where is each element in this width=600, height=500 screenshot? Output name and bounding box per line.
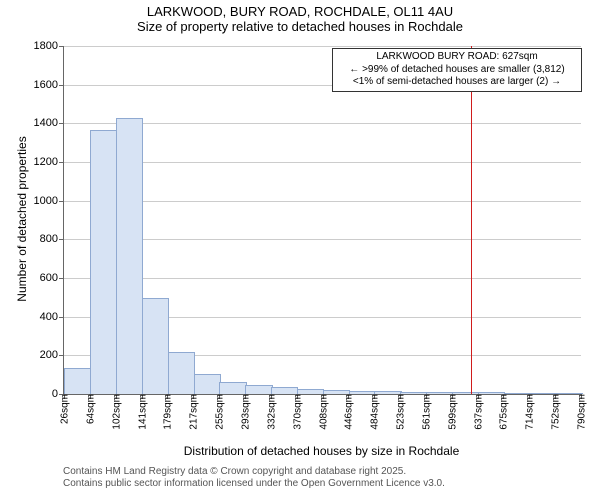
- x-tick-label: 675sqm: [497, 394, 510, 430]
- histogram-bar: [194, 374, 221, 394]
- reference-line: [471, 46, 472, 394]
- annotation-box: LARKWOOD BURY ROAD: 627sqm ← >99% of det…: [332, 48, 582, 92]
- histogram-bar: [271, 387, 298, 394]
- x-tick-label: 408sqm: [316, 394, 329, 430]
- x-tick-label: 790sqm: [575, 394, 588, 430]
- x-tick-label: 446sqm: [342, 394, 355, 430]
- footer-line: Contains HM Land Registry data © Crown c…: [63, 466, 445, 478]
- histogram-bar: [142, 298, 169, 394]
- y-tick-label: 1000: [34, 195, 64, 207]
- x-tick-label: 714sqm: [523, 394, 536, 430]
- x-tick-label: 523sqm: [394, 394, 407, 430]
- x-tick-label: 141sqm: [135, 394, 148, 430]
- chart-container: LARKWOOD, BURY ROAD, ROCHDALE, OL11 4AU …: [0, 0, 600, 500]
- y-tick-label: 600: [40, 272, 64, 284]
- annotation-line: LARKWOOD BURY ROAD: 627sqm: [337, 51, 577, 64]
- histogram-bar: [116, 118, 143, 394]
- x-tick-label: 293sqm: [238, 394, 251, 430]
- x-tick-label: 484sqm: [368, 394, 381, 430]
- grid-line: [64, 46, 581, 47]
- histogram-bar: [168, 352, 195, 394]
- x-tick-label: 64sqm: [83, 394, 96, 424]
- x-tick-label: 217sqm: [187, 394, 200, 430]
- x-tick-label: 255sqm: [213, 394, 226, 430]
- y-tick-label: 1400: [34, 117, 64, 129]
- annotation-line: ← >99% of detached houses are smaller (3…: [337, 64, 577, 77]
- histogram-bar: [245, 385, 272, 394]
- y-tick-label: 200: [40, 349, 64, 361]
- x-tick-label: 332sqm: [264, 394, 277, 430]
- x-tick-label: 102sqm: [109, 394, 122, 430]
- footer-line: Contains public sector information licen…: [63, 478, 445, 490]
- footer-attribution: Contains HM Land Registry data © Crown c…: [63, 466, 445, 490]
- y-tick-label: 400: [40, 311, 64, 323]
- y-axis-label: Number of detached properties: [15, 129, 29, 309]
- annotation-line: <1% of semi-detached houses are larger (…: [337, 76, 577, 89]
- x-tick-label: 637sqm: [471, 394, 484, 430]
- y-tick-label: 1800: [34, 40, 64, 52]
- x-tick-label: 752sqm: [549, 394, 562, 430]
- y-tick-label: 1200: [34, 156, 64, 168]
- x-tick-label: 26sqm: [58, 394, 71, 424]
- x-tick-label: 179sqm: [161, 394, 174, 430]
- x-tick-label: 370sqm: [290, 394, 303, 430]
- y-tick-label: 1600: [34, 79, 64, 91]
- histogram-bar: [219, 382, 246, 394]
- plot-area: 02004006008001000120014001600180026sqm64…: [63, 46, 581, 395]
- x-axis-label: Distribution of detached houses by size …: [63, 444, 580, 458]
- histogram-bar: [64, 368, 91, 394]
- histogram-bar: [90, 130, 117, 394]
- page-subtitle: Size of property relative to detached ho…: [0, 19, 600, 34]
- page-title: LARKWOOD, BURY ROAD, ROCHDALE, OL11 4AU: [0, 0, 600, 19]
- y-tick-label: 800: [40, 233, 64, 245]
- x-tick-label: 599sqm: [445, 394, 458, 430]
- x-tick-label: 561sqm: [419, 394, 432, 430]
